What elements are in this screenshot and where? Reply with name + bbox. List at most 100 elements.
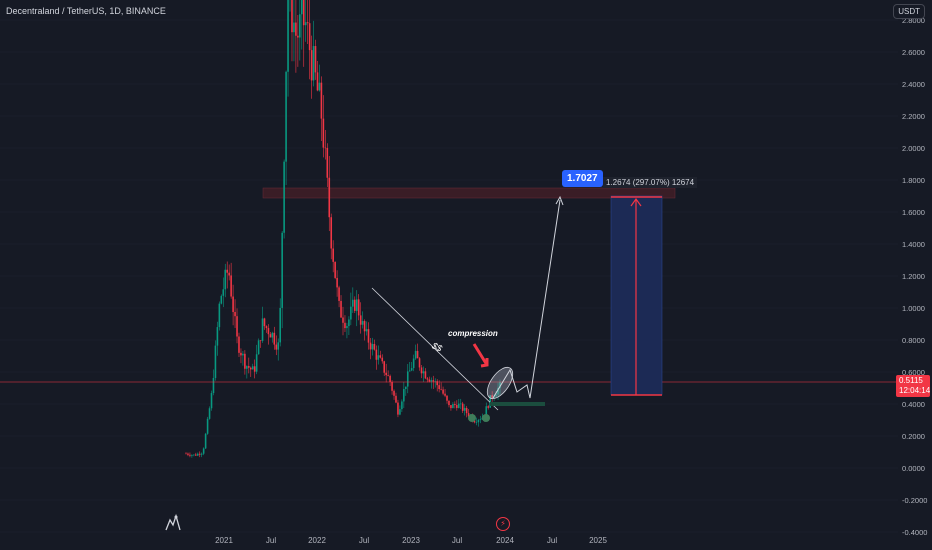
candle-body xyxy=(467,413,470,417)
time-axis[interactable]: 2021 Jul 2022 Jul 2023 Jul 2024 Jul 2025 xyxy=(215,536,607,545)
price-tick-label: 1.6000 xyxy=(902,208,925,217)
candle-body xyxy=(381,357,384,362)
candle-body xyxy=(383,361,386,373)
price-tick-label: 1.0000 xyxy=(902,304,925,313)
candle-body xyxy=(448,400,450,406)
candle-body xyxy=(379,355,382,358)
candle-body xyxy=(336,277,338,288)
candle-body xyxy=(285,71,287,162)
time-tick-label: 2024 xyxy=(496,536,514,545)
currency-button[interactable]: USDT xyxy=(893,4,925,19)
candle-body xyxy=(273,332,276,345)
candle-body xyxy=(259,340,262,342)
candle-body xyxy=(279,307,281,343)
candle-body xyxy=(240,352,242,356)
candle-body xyxy=(187,453,189,455)
candle-body xyxy=(257,340,260,355)
price-tick-label: 0.0000 xyxy=(902,464,925,473)
candle-body xyxy=(399,409,401,415)
time-tick-label: 2023 xyxy=(402,536,420,545)
candle-body xyxy=(295,22,297,36)
candle-body xyxy=(389,375,391,382)
candle-body xyxy=(255,354,258,372)
candle-body xyxy=(306,22,309,24)
candle-body xyxy=(346,326,348,329)
candles xyxy=(185,0,501,458)
candle-body xyxy=(196,453,199,456)
candle-body xyxy=(244,353,246,369)
candle-body xyxy=(308,23,311,51)
candle-body xyxy=(438,385,440,390)
resistance-zone[interactable] xyxy=(262,187,676,199)
candle-body xyxy=(361,321,364,325)
candle-body xyxy=(499,382,501,389)
candle-body xyxy=(393,390,395,396)
price-axis[interactable]: 2.8000 2.6000 2.4000 2.2000 2.0000 1.8000 1.60… xyxy=(902,16,927,537)
bottom-marker xyxy=(468,414,476,422)
projection-path[interactable] xyxy=(492,199,561,399)
candle-body xyxy=(352,299,354,307)
candle-body xyxy=(359,315,362,325)
candle-body xyxy=(228,272,230,276)
candle-body xyxy=(487,406,490,408)
candle-body xyxy=(414,350,417,359)
candle-body xyxy=(202,448,205,454)
trendline[interactable] xyxy=(371,287,499,411)
tradingview-logo-icon[interactable] xyxy=(162,512,184,534)
price-tick-label: 1.8000 xyxy=(902,176,925,185)
lightning-event-icon[interactable]: ⚡ xyxy=(496,517,510,531)
compression-label[interactable]: compression xyxy=(448,329,498,338)
compression-ellipse[interactable] xyxy=(482,363,517,403)
time-tick-label: 2022 xyxy=(308,536,326,545)
time-tick-label: Jul xyxy=(452,536,462,545)
last-price-tag: 0.5115 12:04:14 xyxy=(896,375,930,397)
price-tick-label: 0.8000 xyxy=(902,336,925,345)
candle-body xyxy=(442,389,444,394)
candle-body xyxy=(477,420,480,423)
price-tick-label: 2.8000 xyxy=(902,16,925,25)
candle-body xyxy=(242,353,244,356)
candle-body xyxy=(224,269,227,290)
candle-body xyxy=(479,419,482,421)
time-tick-label: Jul xyxy=(266,536,276,545)
projection-arrowhead xyxy=(555,195,564,206)
candle-body xyxy=(410,368,413,371)
price-tick-label: 1.4000 xyxy=(902,240,925,249)
candle-body xyxy=(251,366,254,370)
candle-body xyxy=(357,299,360,316)
candle-body xyxy=(426,378,429,380)
target-price-badge[interactable]: 1.7027 xyxy=(562,170,603,187)
candle-body xyxy=(302,0,305,26)
candle-body xyxy=(314,46,317,73)
candle-body xyxy=(367,329,370,343)
candle-body xyxy=(440,389,442,390)
candle-body xyxy=(385,372,387,376)
candle-body xyxy=(355,299,358,311)
candle-body xyxy=(214,345,217,378)
candle-body xyxy=(348,319,350,327)
candle-body xyxy=(363,321,366,332)
time-tick-label: 2025 xyxy=(589,536,607,545)
candle-body xyxy=(271,332,274,338)
candle-body xyxy=(300,0,303,15)
candle-body xyxy=(320,82,323,119)
candle-body xyxy=(338,287,340,301)
price-tick-label: 2.4000 xyxy=(902,80,925,89)
candle-body xyxy=(334,261,336,278)
candle-body xyxy=(312,46,315,81)
symbol-title[interactable]: Decentraland / TetherUS, 1D, BINANCE xyxy=(6,6,166,16)
price-tick-label: 0.4000 xyxy=(902,400,925,409)
candle-body xyxy=(281,232,283,308)
candle-body xyxy=(373,343,376,350)
support-line[interactable] xyxy=(490,402,545,406)
candle-body xyxy=(248,366,250,368)
candle-body xyxy=(291,0,293,33)
price-tick-label: 1.2000 xyxy=(902,272,925,281)
candle-body xyxy=(377,355,380,360)
candle-body xyxy=(365,329,368,332)
candle-body xyxy=(340,300,342,318)
candle-body xyxy=(206,418,209,434)
candle-body xyxy=(287,0,289,72)
candle-body xyxy=(332,248,334,262)
